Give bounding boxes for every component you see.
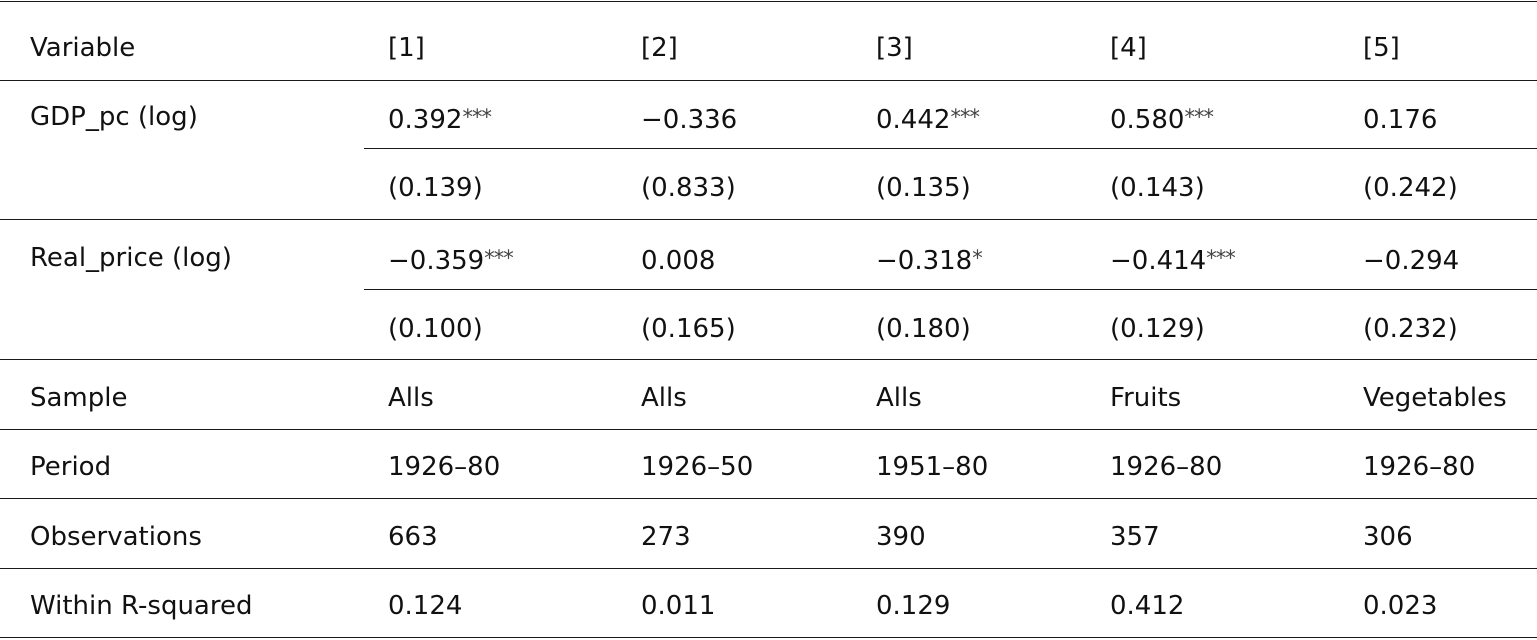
bottom-rule: [0, 637, 1537, 638]
significance-stars: ***: [1184, 105, 1213, 129]
header-col-5: [5]: [1363, 33, 1400, 63]
r2-label: Within R-squared: [30, 591, 253, 621]
gdp-inner-rule: [364, 148, 1537, 149]
significance-stars: *: [972, 246, 982, 270]
observations-2: 273: [641, 522, 691, 552]
header-variable: Variable: [30, 33, 136, 63]
r2-1: 0.124: [388, 591, 463, 621]
header-rule: [0, 80, 1537, 81]
period-3: 1951–80: [876, 452, 989, 482]
period-2: 1926–50: [641, 452, 754, 482]
sample-4: Fruits: [1110, 383, 1182, 413]
gdp-se-3: (0.135): [876, 173, 971, 203]
sample-label: Sample: [30, 383, 128, 413]
price-label: Real_price (log): [30, 243, 232, 273]
sample-2: Alls: [641, 383, 687, 413]
observations-label: Observations: [30, 522, 202, 552]
sample-rule: [0, 429, 1537, 430]
observations-1: 663: [388, 522, 438, 552]
observations-3: 390: [876, 522, 926, 552]
price-rule: [0, 359, 1537, 360]
price-se-5: (0.232): [1363, 314, 1458, 344]
r2-2: 0.011: [641, 591, 716, 621]
period-5: 1926–80: [1363, 452, 1476, 482]
gdp-label: GDP_pc (log): [30, 102, 198, 132]
header-col-2: [2]: [641, 33, 678, 63]
gdp-se-1: (0.139): [388, 173, 483, 203]
price-coef-row: Real_price (log) −0.359*** 0.008 −0.318*…: [0, 240, 1537, 276]
period-row: Period 1926–80 1926–50 1951–80 1926–80 1…: [0, 449, 1537, 485]
significance-stars: ***: [950, 105, 979, 129]
r2-4: 0.412: [1110, 591, 1185, 621]
period-rule: [0, 498, 1537, 499]
observations-rule: [0, 568, 1537, 569]
period-4: 1926–80: [1110, 452, 1223, 482]
r2-3: 0.129: [876, 591, 951, 621]
gdp-coef-4: 0.580***: [1110, 105, 1214, 135]
sample-row: Sample Alls Alls Alls Fruits Vegetables: [0, 380, 1537, 416]
significance-stars: ***: [484, 246, 513, 270]
header-col-3: [3]: [876, 33, 913, 63]
gdp-se-row: (0.139) (0.833) (0.135) (0.143) (0.242): [0, 170, 1537, 206]
price-coef-5: −0.294: [1363, 246, 1460, 276]
header-col-4: [4]: [1110, 33, 1147, 63]
period-label: Period: [30, 452, 112, 482]
price-coef-4: −0.414***: [1110, 246, 1236, 276]
top-rule: [0, 1, 1537, 2]
gdp-se-2: (0.833): [641, 173, 736, 203]
price-coef-3: −0.318*: [876, 246, 983, 276]
gdp-coef-row: GDP_pc (log) 0.392*** −0.336 0.442*** 0.…: [0, 99, 1537, 135]
r2-row: Within R-squared 0.124 0.011 0.129 0.412…: [0, 588, 1537, 624]
price-se-1: (0.100): [388, 314, 483, 344]
gdp-se-4: (0.143): [1110, 173, 1205, 203]
observations-5: 306: [1363, 522, 1413, 552]
observations-4: 357: [1110, 522, 1160, 552]
sample-5: Vegetables: [1363, 383, 1507, 413]
gdp-coef-5: 0.176: [1363, 105, 1438, 135]
significance-stars: ***: [462, 105, 491, 129]
price-coef-1: −0.359***: [388, 246, 514, 276]
price-inner-rule: [364, 289, 1537, 290]
sample-1: Alls: [388, 383, 434, 413]
observations-row: Observations 663 273 390 357 306: [0, 519, 1537, 555]
price-se-2: (0.165): [641, 314, 736, 344]
header-col-1: [1]: [388, 33, 425, 63]
sample-3: Alls: [876, 383, 922, 413]
price-se-3: (0.180): [876, 314, 971, 344]
significance-stars: ***: [1206, 246, 1235, 270]
price-se-4: (0.129): [1110, 314, 1205, 344]
header-row: Variable [1] [2] [3] [4] [5]: [0, 30, 1537, 66]
price-coef-2: 0.008: [641, 246, 716, 276]
gdp-coef-1: 0.392***: [388, 105, 492, 135]
gdp-coef-2: −0.336: [641, 105, 738, 135]
gdp-rule: [0, 219, 1537, 220]
gdp-se-5: (0.242): [1363, 173, 1458, 203]
period-1: 1926–80: [388, 452, 501, 482]
r2-5: 0.023: [1363, 591, 1438, 621]
gdp-coef-3: 0.442***: [876, 105, 980, 135]
price-se-row: (0.100) (0.165) (0.180) (0.129) (0.232): [0, 311, 1537, 347]
